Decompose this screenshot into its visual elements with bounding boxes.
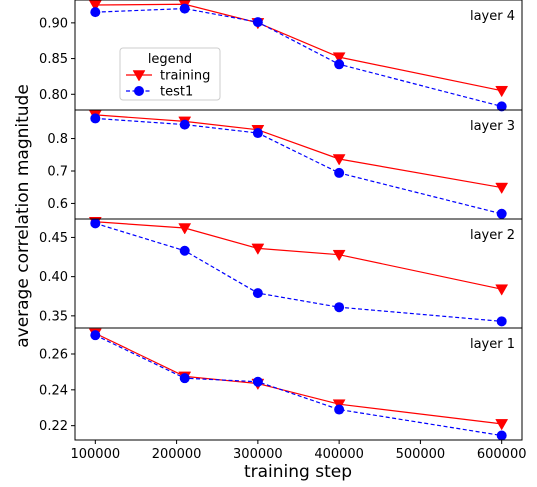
panel-label: layer 1 — [470, 337, 515, 352]
y-tick-label: 0.7 — [47, 164, 68, 179]
y-tick-label: 0.80 — [39, 88, 68, 103]
point-test1 — [334, 167, 345, 178]
panel-label: layer 4 — [470, 9, 515, 24]
series-line-training — [95, 332, 502, 425]
y-tick-label: 0.40 — [39, 270, 68, 285]
x-axis-label: training step — [244, 462, 352, 482]
point-training — [332, 249, 346, 262]
point-test1 — [90, 7, 101, 18]
point-training — [178, 223, 192, 235]
x-tick-label: 500000 — [396, 447, 446, 462]
legend-box — [119, 47, 221, 101]
point-training — [495, 419, 509, 431]
point-test1 — [179, 119, 190, 130]
panel-frame — [74, 327, 523, 441]
y-tick-label: 0.90 — [39, 16, 68, 31]
point-training — [251, 243, 265, 255]
point-training — [495, 284, 509, 296]
x-axis: 100000 200000 300000 400000 500000 600000 — [70, 440, 527, 462]
panel-frame — [74, 218, 523, 329]
point-training — [332, 154, 346, 166]
point-test1 — [496, 101, 507, 112]
legend-marker — [134, 86, 144, 96]
panel-1: 0.80 0.85 0.90 layer 4 — [39, 0, 523, 112]
point-test1 — [252, 17, 263, 28]
panel-2: 0.6 0.7 0.8 layer 3 — [47, 109, 523, 220]
y-tick-label: 0.85 — [39, 52, 68, 67]
point-test1 — [252, 288, 263, 299]
point-test1 — [252, 376, 263, 387]
y-axis-label: average correlation magnitude — [13, 84, 33, 348]
series-line-training — [95, 221, 502, 290]
point-test1 — [90, 218, 101, 229]
point-test1 — [496, 430, 507, 441]
y-tick-label: 0.35 — [39, 309, 68, 324]
point-test1 — [179, 373, 190, 384]
point-test1 — [496, 316, 507, 327]
legend-entry: training — [160, 69, 210, 84]
x-tick-label: 600000 — [477, 447, 527, 462]
point-test1 — [334, 404, 345, 415]
legend-title: legend — [148, 52, 192, 67]
point-test1 — [334, 302, 345, 313]
series-line-test1 — [95, 334, 502, 437]
y-tick-label: 0.24 — [39, 383, 68, 398]
point-test1 — [496, 208, 507, 219]
panel-label: layer 3 — [470, 119, 515, 134]
panel-4: 0.22 0.24 0.26 layer 1 — [39, 327, 523, 441]
point-test1 — [252, 128, 263, 139]
y-tick-label: 0.6 — [47, 197, 68, 212]
panel-label: layer 2 — [470, 228, 515, 243]
point-training — [332, 52, 346, 64]
legend-entry: test1 — [160, 85, 193, 100]
series-line-test1 — [95, 117, 502, 215]
series-line-test1 — [95, 222, 502, 322]
x-tick-label: 200000 — [152, 447, 202, 462]
point-test1 — [179, 245, 190, 256]
y-tick-label: 0.45 — [39, 231, 68, 246]
x-tick-label: 300000 — [233, 447, 283, 462]
x-tick-label: 100000 — [70, 447, 120, 462]
point-training — [495, 182, 509, 195]
point-test1 — [90, 113, 101, 124]
point-test1 — [90, 330, 101, 341]
y-tick-label: 0.8 — [47, 132, 68, 147]
panel-3: 0.35 0.40 0.45 layer 2 — [39, 216, 523, 329]
series-line-training — [95, 114, 502, 189]
x-tick-label: 400000 — [314, 447, 364, 462]
y-tick-label: 0.26 — [39, 347, 68, 362]
legend-marker — [132, 70, 146, 82]
y-tick-label: 0.22 — [39, 419, 68, 434]
point-test1 — [334, 59, 345, 70]
point-test1 — [179, 3, 190, 14]
point-training — [495, 85, 509, 98]
